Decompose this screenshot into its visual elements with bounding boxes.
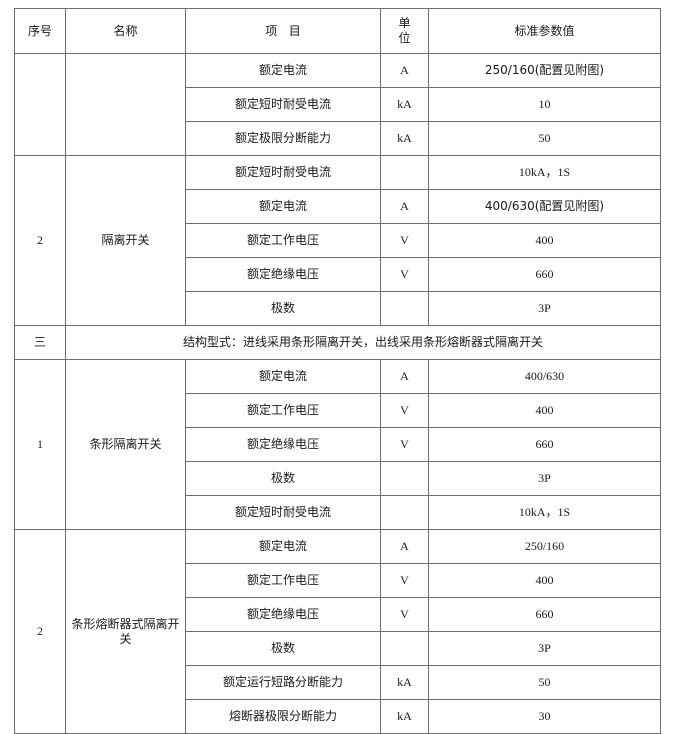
cell-unit: V [380, 223, 429, 258]
section-text: 结构型式：进线采用条形隔离开关，出线采用条形熔断器式隔离开关 [65, 325, 661, 360]
cell-value: 250/160 [428, 529, 661, 564]
cell-value: 50 [428, 121, 661, 156]
cell-value: 10 [428, 87, 661, 122]
cell-item: 额定绝缘电压 [185, 597, 381, 632]
cell-unit [380, 461, 429, 496]
cell-seq: 2 [14, 529, 66, 734]
cell-unit [380, 631, 429, 666]
cell-value: 250/160(配置见附图) [428, 53, 661, 88]
cell-value: 10kA，1S [428, 155, 661, 190]
cell-unit: V [380, 427, 429, 462]
table-row: 1 条形隔离开关 额定电流 A 400/630 [14, 359, 661, 530]
cell-name [65, 53, 186, 156]
cell-value: 50 [428, 665, 661, 700]
cell-value: 400 [428, 393, 661, 428]
cell-value: 400 [428, 223, 661, 258]
table-row: 额定电流 A 250/160(配置见附图) [14, 53, 661, 156]
cell-unit: kA [380, 121, 429, 156]
cell-unit: A [380, 529, 429, 564]
cell-value: 3P [428, 631, 661, 666]
cell-unit: V [380, 393, 429, 428]
cell-value: 400/630(配置见附图) [428, 189, 661, 224]
cell-item: 极数 [185, 631, 381, 666]
header-name: 名称 [65, 8, 186, 54]
cell-item: 额定工作电压 [185, 563, 381, 598]
cell-unit: A [380, 53, 429, 88]
cell-item: 额定电流 [185, 53, 381, 88]
cell-seq [14, 53, 66, 156]
cell-value: 10kA，1S [428, 495, 661, 530]
cell-unit: V [380, 563, 429, 598]
section-seq: 三 [14, 325, 66, 360]
cell-name: 隔离开关 [65, 155, 186, 326]
table-row: 额定绝缘电压 V 660 [15, 427, 661, 462]
header-item-label: 项 目 [265, 23, 305, 38]
table-row: 2 条形熔断器式隔离开关 额定电流 A 250/160 [14, 529, 661, 734]
cell-unit: kA [380, 699, 429, 734]
cell-value: 400/630 [428, 359, 661, 394]
cell-value: 3P [428, 461, 661, 496]
cell-item: 额定极限分断能力 [185, 121, 381, 156]
table-header-row: 序号 名称 项 目 单 位 标准参数值 [14, 8, 661, 54]
cell-name: 条形熔断器式隔离开关 [65, 529, 186, 734]
section-row: 三 结构型式：进线采用条形隔离开关，出线采用条形熔断器式隔离开关 [14, 325, 661, 360]
table-row: 额定绝缘电压 V 660 [15, 257, 661, 292]
table-row: 额定极限分断能力 kA 50 [15, 121, 661, 156]
header-value: 标准参数值 [428, 8, 661, 54]
document-page: 序号 名称 项 目 单 位 标准参数值 额定电流 A 250/160(配置见附图… [14, 8, 661, 734]
table-body: 序号 名称 项 目 单 位 标准参数值 额定电流 A 250/160(配置见附图… [14, 8, 661, 734]
header-unit-line1: 单 [398, 16, 411, 30]
cell-unit: V [380, 257, 429, 292]
cell-value: 660 [428, 257, 661, 292]
cell-value: 400 [428, 563, 661, 598]
cell-unit [380, 495, 429, 530]
specification-table: 序号 名称 项 目 单 位 标准参数值 额定电流 A 250/160(配置见附图… [14, 8, 661, 734]
cell-item: 额定短时耐受电流 [185, 87, 381, 122]
table-row: 极数 3P [15, 291, 661, 326]
cell-item: 额定电流 [185, 529, 381, 564]
cell-item: 额定绝缘电压 [185, 427, 381, 462]
cell-item: 额定工作电压 [185, 223, 381, 258]
cell-unit: kA [380, 665, 429, 700]
cell-value: 30 [428, 699, 661, 734]
cell-item: 额定绝缘电压 [185, 257, 381, 292]
cell-item: 额定电流 [185, 359, 381, 394]
cell-value: 660 [428, 427, 661, 462]
cell-item: 熔断器极限分断能力 [185, 699, 381, 734]
cell-unit: A [380, 359, 429, 394]
cell-seq: 1 [14, 359, 66, 530]
header-unit: 单 位 [380, 8, 429, 54]
cell-item: 额定电流 [185, 189, 381, 224]
table-row: 额定短时耐受电流 kA 10 [15, 87, 661, 122]
cell-item: 极数 [185, 461, 381, 496]
cell-unit [380, 155, 429, 190]
header-seq: 序号 [14, 8, 66, 54]
header-item: 项 目 [185, 8, 381, 54]
cell-unit [380, 291, 429, 326]
header-unit-line2: 位 [398, 31, 411, 45]
cell-value: 3P [428, 291, 661, 326]
cell-unit: V [380, 597, 429, 632]
cell-unit: A [380, 189, 429, 224]
cell-item: 额定短时耐受电流 [185, 495, 381, 530]
table-row: 额定工作电压 V 400 [15, 393, 661, 428]
cell-item: 额定运行短路分断能力 [185, 665, 381, 700]
cell-item: 额定短时耐受电流 [185, 155, 381, 190]
cell-value: 660 [428, 597, 661, 632]
cell-item: 极数 [185, 291, 381, 326]
cell-name: 条形隔离开关 [65, 359, 186, 530]
cell-unit: kA [380, 87, 429, 122]
cell-seq: 2 [14, 155, 66, 326]
cell-item: 额定工作电压 [185, 393, 381, 428]
table-row: 2 隔离开关 额定短时耐受电流 10kA，1S [14, 155, 661, 326]
table-row: 额定工作电压 V 400 [15, 563, 661, 598]
